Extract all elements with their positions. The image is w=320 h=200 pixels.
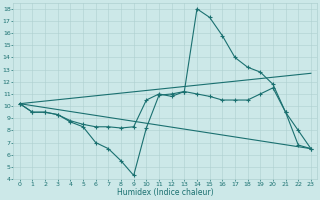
X-axis label: Humidex (Indice chaleur): Humidex (Indice chaleur): [117, 188, 214, 197]
